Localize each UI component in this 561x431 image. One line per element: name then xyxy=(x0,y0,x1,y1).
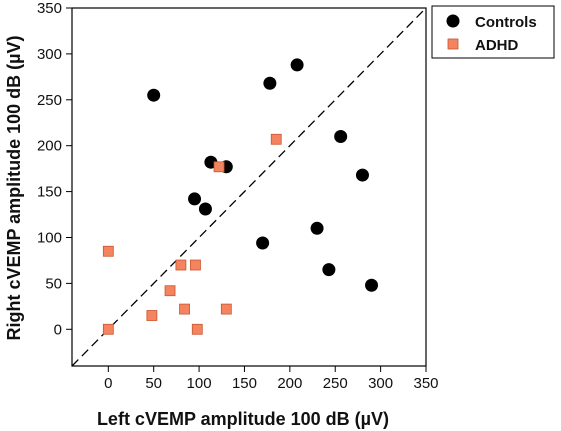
y-axis-ticks: 0 50 100 150 200 250 300 350 xyxy=(37,0,72,338)
x-tick-label: 300 xyxy=(368,375,393,392)
y-tick-label: 50 xyxy=(45,275,62,292)
plot-border xyxy=(71,7,427,367)
identity-line xyxy=(71,7,427,367)
legend: Controls ADHD xyxy=(431,5,555,59)
point-controls xyxy=(365,278,379,292)
x-tick-label: 50 xyxy=(145,375,162,392)
plot-frame xyxy=(71,7,427,367)
point-adhd xyxy=(102,245,114,257)
point-controls xyxy=(256,236,270,250)
legend-label-controls: Controls xyxy=(475,14,537,31)
x-tick-label: 200 xyxy=(277,375,302,392)
y-tick-label: 0 xyxy=(54,321,62,338)
point-adhd xyxy=(146,310,158,321)
point-controls xyxy=(290,58,304,72)
y-tick-label: 350 xyxy=(37,0,62,17)
y-tick-label: 250 xyxy=(37,92,62,109)
legend-marker-controls xyxy=(446,14,460,28)
y-axis-title: Right cVEMP amplitude 100 dB (µV) xyxy=(4,35,24,340)
point-adhd xyxy=(270,133,282,145)
y-tick-label: 300 xyxy=(37,46,62,63)
legend-label-adhd: ADHD xyxy=(475,37,518,54)
reference-line-layer xyxy=(71,7,427,367)
point-controls xyxy=(198,202,212,216)
x-tick-label: 350 xyxy=(413,375,438,392)
point-controls xyxy=(310,221,324,235)
point-adhd xyxy=(213,161,225,173)
x-tick-label: 250 xyxy=(323,375,348,392)
point-adhd xyxy=(191,323,203,335)
point-adhd xyxy=(164,285,176,297)
point-controls xyxy=(334,130,348,144)
y-tick-label: 200 xyxy=(37,138,62,155)
x-tick-label: 0 xyxy=(104,375,112,392)
point-controls xyxy=(322,263,336,277)
point-adhd xyxy=(220,303,232,315)
point-controls xyxy=(188,192,202,206)
x-axis-ticks: 0 50 100 150 200 250 300 350 xyxy=(104,366,439,392)
point-controls xyxy=(147,88,161,102)
x-tick-label: 100 xyxy=(187,375,212,392)
point-adhd xyxy=(175,259,187,271)
data-points xyxy=(102,58,379,335)
point-controls xyxy=(263,76,277,90)
y-tick-label: 100 xyxy=(37,229,62,246)
y-tick-label: 150 xyxy=(37,184,62,201)
legend-marker-adhd xyxy=(447,38,459,50)
x-tick-label: 150 xyxy=(232,375,257,392)
point-adhd xyxy=(190,259,201,271)
point-adhd xyxy=(102,323,114,335)
point-adhd xyxy=(179,303,190,315)
x-axis-title: Left cVEMP amplitude 100 dB (µV) xyxy=(97,409,389,429)
point-controls xyxy=(355,168,369,182)
